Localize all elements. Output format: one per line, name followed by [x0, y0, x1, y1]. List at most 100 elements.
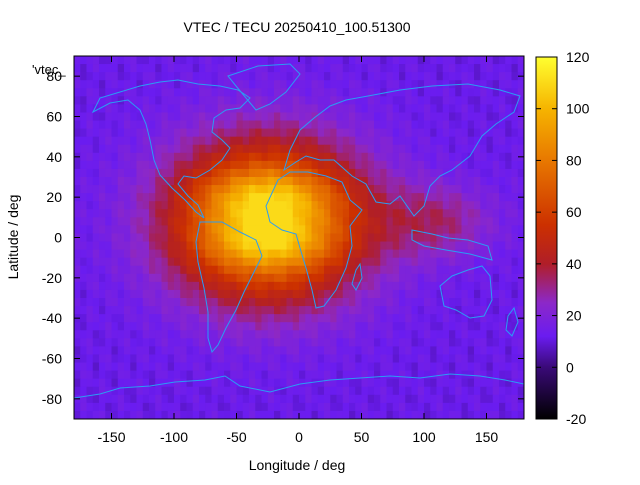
heatmap-cell [242, 265, 250, 275]
heatmap-cell [517, 330, 524, 339]
heatmap-cell [417, 241, 425, 251]
heatmap-cell [442, 177, 450, 186]
heatmap-cell [242, 112, 250, 122]
heatmap-cell [336, 378, 344, 388]
heatmap-cell [192, 217, 200, 226]
heatmap-cell [117, 152, 125, 162]
heatmap-cell [105, 265, 113, 275]
heatmap-cell [292, 322, 300, 331]
heatmap-cell [436, 209, 444, 218]
heatmap-cell [374, 209, 381, 218]
heatmap-cell [167, 209, 175, 218]
heatmap-cell [449, 314, 456, 323]
heatmap-cell [336, 144, 344, 154]
heatmap-cell [161, 136, 169, 146]
heatmap-cell [230, 354, 238, 364]
heatmap-cell [292, 88, 300, 97]
heatmap-cell [211, 265, 219, 275]
heatmap-cell [411, 104, 419, 114]
heatmap-cell [374, 322, 381, 331]
heatmap-cell [86, 378, 94, 388]
heatmap-cell [480, 185, 488, 194]
heatmap-cell [249, 273, 256, 283]
heatmap-cell [111, 104, 119, 114]
heatmap-cell [311, 257, 319, 267]
heatmap-cell [367, 185, 375, 194]
heatmap-cell [317, 225, 325, 235]
heatmap-cell [411, 144, 419, 154]
heatmap-cell [80, 298, 88, 307]
heatmap-cell [380, 177, 388, 186]
coastline-eurasia [283, 83, 521, 217]
heatmap-cell [336, 410, 344, 419]
heatmap-cell [436, 314, 444, 323]
heatmap-cell [180, 378, 188, 388]
heatmap-cell [86, 265, 94, 275]
heatmap-cell [167, 298, 175, 307]
heatmap-cell [349, 177, 356, 186]
heatmap-cell [280, 265, 288, 275]
heatmap-cell [117, 217, 125, 226]
heatmap-cell [211, 298, 219, 307]
heatmap-cell [92, 281, 100, 291]
heatmap-cell [80, 402, 88, 412]
heatmap-cell [180, 80, 188, 89]
heatmap-cell [174, 128, 181, 138]
heatmap-cell [230, 80, 238, 89]
heatmap-cell [255, 177, 263, 186]
colorbar-tick-label: 100 [566, 101, 590, 117]
heatmap-cell [117, 289, 125, 299]
heatmap-cell [305, 386, 313, 396]
heatmap-cell [274, 128, 281, 138]
heatmap-cell [342, 56, 350, 65]
heatmap-cell [242, 225, 250, 235]
heatmap-cell [274, 354, 281, 364]
heatmap-cell [486, 152, 494, 162]
heatmap-cell [430, 370, 438, 380]
heatmap-cell [417, 257, 425, 267]
heatmap-cell [86, 72, 94, 81]
heatmap-cell [92, 193, 100, 202]
heatmap-cell [205, 104, 213, 114]
heatmap-cell [467, 330, 475, 339]
heatmap-cell [149, 209, 156, 218]
heatmap-cell [180, 257, 188, 267]
heatmap-cell [461, 354, 469, 364]
heatmap-cell [399, 168, 406, 178]
heatmap-cell [311, 144, 319, 154]
heatmap-cell [505, 80, 513, 89]
heatmap-cell [230, 298, 238, 307]
heatmap-cell [386, 354, 394, 364]
heatmap-cell [130, 112, 138, 122]
heatmap-cell [499, 217, 506, 226]
heatmap-cell [367, 314, 375, 323]
heatmap-cell [411, 168, 419, 178]
heatmap-cell [299, 265, 306, 275]
heatmap-cell [424, 56, 431, 65]
heatmap-cell [499, 177, 506, 186]
heatmap-cell [161, 64, 169, 73]
heatmap-cell [242, 394, 250, 404]
heatmap-cell [174, 241, 181, 251]
heatmap-cell [242, 289, 250, 299]
heatmap-cell [186, 144, 194, 154]
heatmap-cell [474, 338, 481, 347]
heatmap-cell [492, 72, 500, 81]
heatmap-cell [136, 314, 144, 323]
heatmap-cell [242, 298, 250, 307]
heatmap-cell [199, 104, 206, 114]
heatmap-cell [199, 410, 206, 419]
heatmap-cell [180, 241, 188, 251]
heatmap-cell [192, 56, 200, 65]
heatmap-cell [186, 402, 194, 412]
heatmap-cell [117, 402, 125, 412]
x-tick-label: -100 [160, 429, 188, 445]
heatmap-cell [505, 185, 513, 194]
heatmap-cell [442, 56, 450, 65]
heatmap-cell [155, 402, 163, 412]
heatmap-cell [480, 273, 488, 283]
heatmap-cell [342, 217, 350, 226]
heatmap-cell [480, 152, 488, 162]
heatmap-cell [499, 152, 506, 162]
heatmap-cell [236, 241, 244, 251]
